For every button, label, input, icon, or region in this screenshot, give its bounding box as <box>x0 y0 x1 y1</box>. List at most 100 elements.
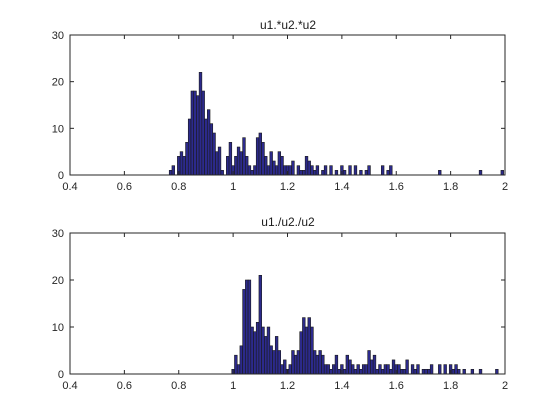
histogram-bar <box>236 146 241 176</box>
histogram-bar <box>353 165 358 176</box>
x-tick-label: 0.4 <box>62 380 77 392</box>
histogram-bar <box>187 118 192 176</box>
y-tick-label: 20 <box>52 77 64 89</box>
x-tick-label: 0.4 <box>62 181 77 193</box>
histogram-bar <box>348 359 352 375</box>
histogram-bar <box>478 170 483 176</box>
histogram-bar <box>261 326 265 375</box>
histogram-bar <box>193 90 197 176</box>
histogram-bar <box>329 165 333 176</box>
histogram-bar <box>367 165 371 176</box>
histogram-bar <box>212 132 216 176</box>
histogram-bar <box>342 368 347 375</box>
histogram-bar <box>397 364 401 375</box>
histogram-bar <box>391 359 396 375</box>
histogram-bar <box>220 170 224 176</box>
histogram-bar <box>280 156 284 176</box>
histogram-bar <box>359 368 363 375</box>
histogram-bar <box>321 170 325 176</box>
histogram-bar <box>470 368 475 375</box>
histogram-bar <box>190 90 195 176</box>
histogram-bar <box>288 364 292 375</box>
histogram-bar <box>307 317 311 375</box>
x-tick-label: 2 <box>502 181 508 193</box>
histogram-bar <box>454 364 458 375</box>
axes-box <box>69 34 506 176</box>
histogram-bar <box>326 364 330 375</box>
histogram-bar <box>245 156 249 176</box>
histogram-bar <box>345 354 349 375</box>
histogram-bar <box>274 165 279 176</box>
histogram-bar <box>261 142 265 176</box>
histogram-bar <box>302 170 306 176</box>
histogram-bar <box>196 95 200 176</box>
histogram-bar <box>386 170 390 176</box>
histogram-bar <box>206 109 211 176</box>
x-tick-label: 1.8 <box>443 181 458 193</box>
histogram-bar <box>389 368 393 375</box>
histogram-bar <box>250 170 254 176</box>
histogram-bar <box>451 368 456 375</box>
x-tick-label: 1.8 <box>443 380 458 392</box>
histogram-bar <box>386 364 390 375</box>
histogram-bar <box>443 364 447 375</box>
histogram-bar <box>266 165 271 176</box>
histogram-bar <box>361 364 366 375</box>
histogram-bar <box>296 350 301 375</box>
histogram-bar <box>348 165 352 176</box>
histogram-bar <box>334 170 339 176</box>
y-tick-label: 30 <box>52 30 64 42</box>
histogram-bar <box>171 165 175 176</box>
histogram-bar <box>413 368 417 375</box>
histogram-bar <box>291 160 295 176</box>
histogram-bar <box>424 368 428 375</box>
histogram-bar <box>416 364 420 375</box>
histogram-bar <box>264 156 268 176</box>
x-tick-label: 1 <box>230 380 236 392</box>
x-tick-label: 1.6 <box>389 380 404 392</box>
histogram-bar <box>323 364 328 375</box>
histogram-bar <box>272 350 276 375</box>
histogram-bar <box>332 364 336 375</box>
histogram-bar <box>209 123 214 176</box>
histogram-bar <box>245 279 249 375</box>
histogram-bar <box>250 326 254 375</box>
histogram-bar <box>299 170 303 176</box>
histogram-bar <box>179 151 184 176</box>
histogram-bar <box>277 151 282 176</box>
histogram-bar <box>291 350 295 375</box>
subplot-bottom: u1./u2./u2 0.4 0.6 0.8 1 1.2 1.4 1.6 1.8 2010203… <box>52 215 508 392</box>
x-tick-label: 1.2 <box>280 181 295 193</box>
histogram-bar <box>304 326 309 375</box>
histogram-bar <box>462 368 466 375</box>
histogram-bar <box>228 142 233 176</box>
histogram-bar <box>258 274 262 375</box>
histogram-bar <box>234 156 238 176</box>
histogram-bar <box>272 160 276 176</box>
histogram-bar <box>342 170 347 176</box>
histogram-bar <box>217 146 222 176</box>
histogram-bar <box>400 368 404 375</box>
histogram-bar <box>438 170 442 176</box>
histogram-bar <box>247 279 252 375</box>
histogram-bar <box>383 364 388 375</box>
histogram-bar <box>234 354 238 375</box>
histogram-bar <box>296 165 301 176</box>
histogram-bar <box>204 118 208 176</box>
histogram-bar <box>315 354 320 375</box>
histogram-bar <box>429 364 434 375</box>
histogram-bar <box>201 90 205 176</box>
histogram-bar <box>299 331 303 375</box>
y-tick-label: 0 <box>58 170 64 182</box>
histogram-bar <box>242 137 246 176</box>
x-tick-label: 1 <box>230 181 236 193</box>
histogram-bar <box>405 359 409 375</box>
histogram-bar <box>313 350 317 375</box>
histogram-bar <box>438 364 442 375</box>
histogram-bar <box>372 354 377 375</box>
histogram-bar <box>307 160 311 176</box>
histogram-bar <box>356 364 360 375</box>
histogram-bar <box>239 151 243 176</box>
histogram-bar <box>247 165 252 176</box>
